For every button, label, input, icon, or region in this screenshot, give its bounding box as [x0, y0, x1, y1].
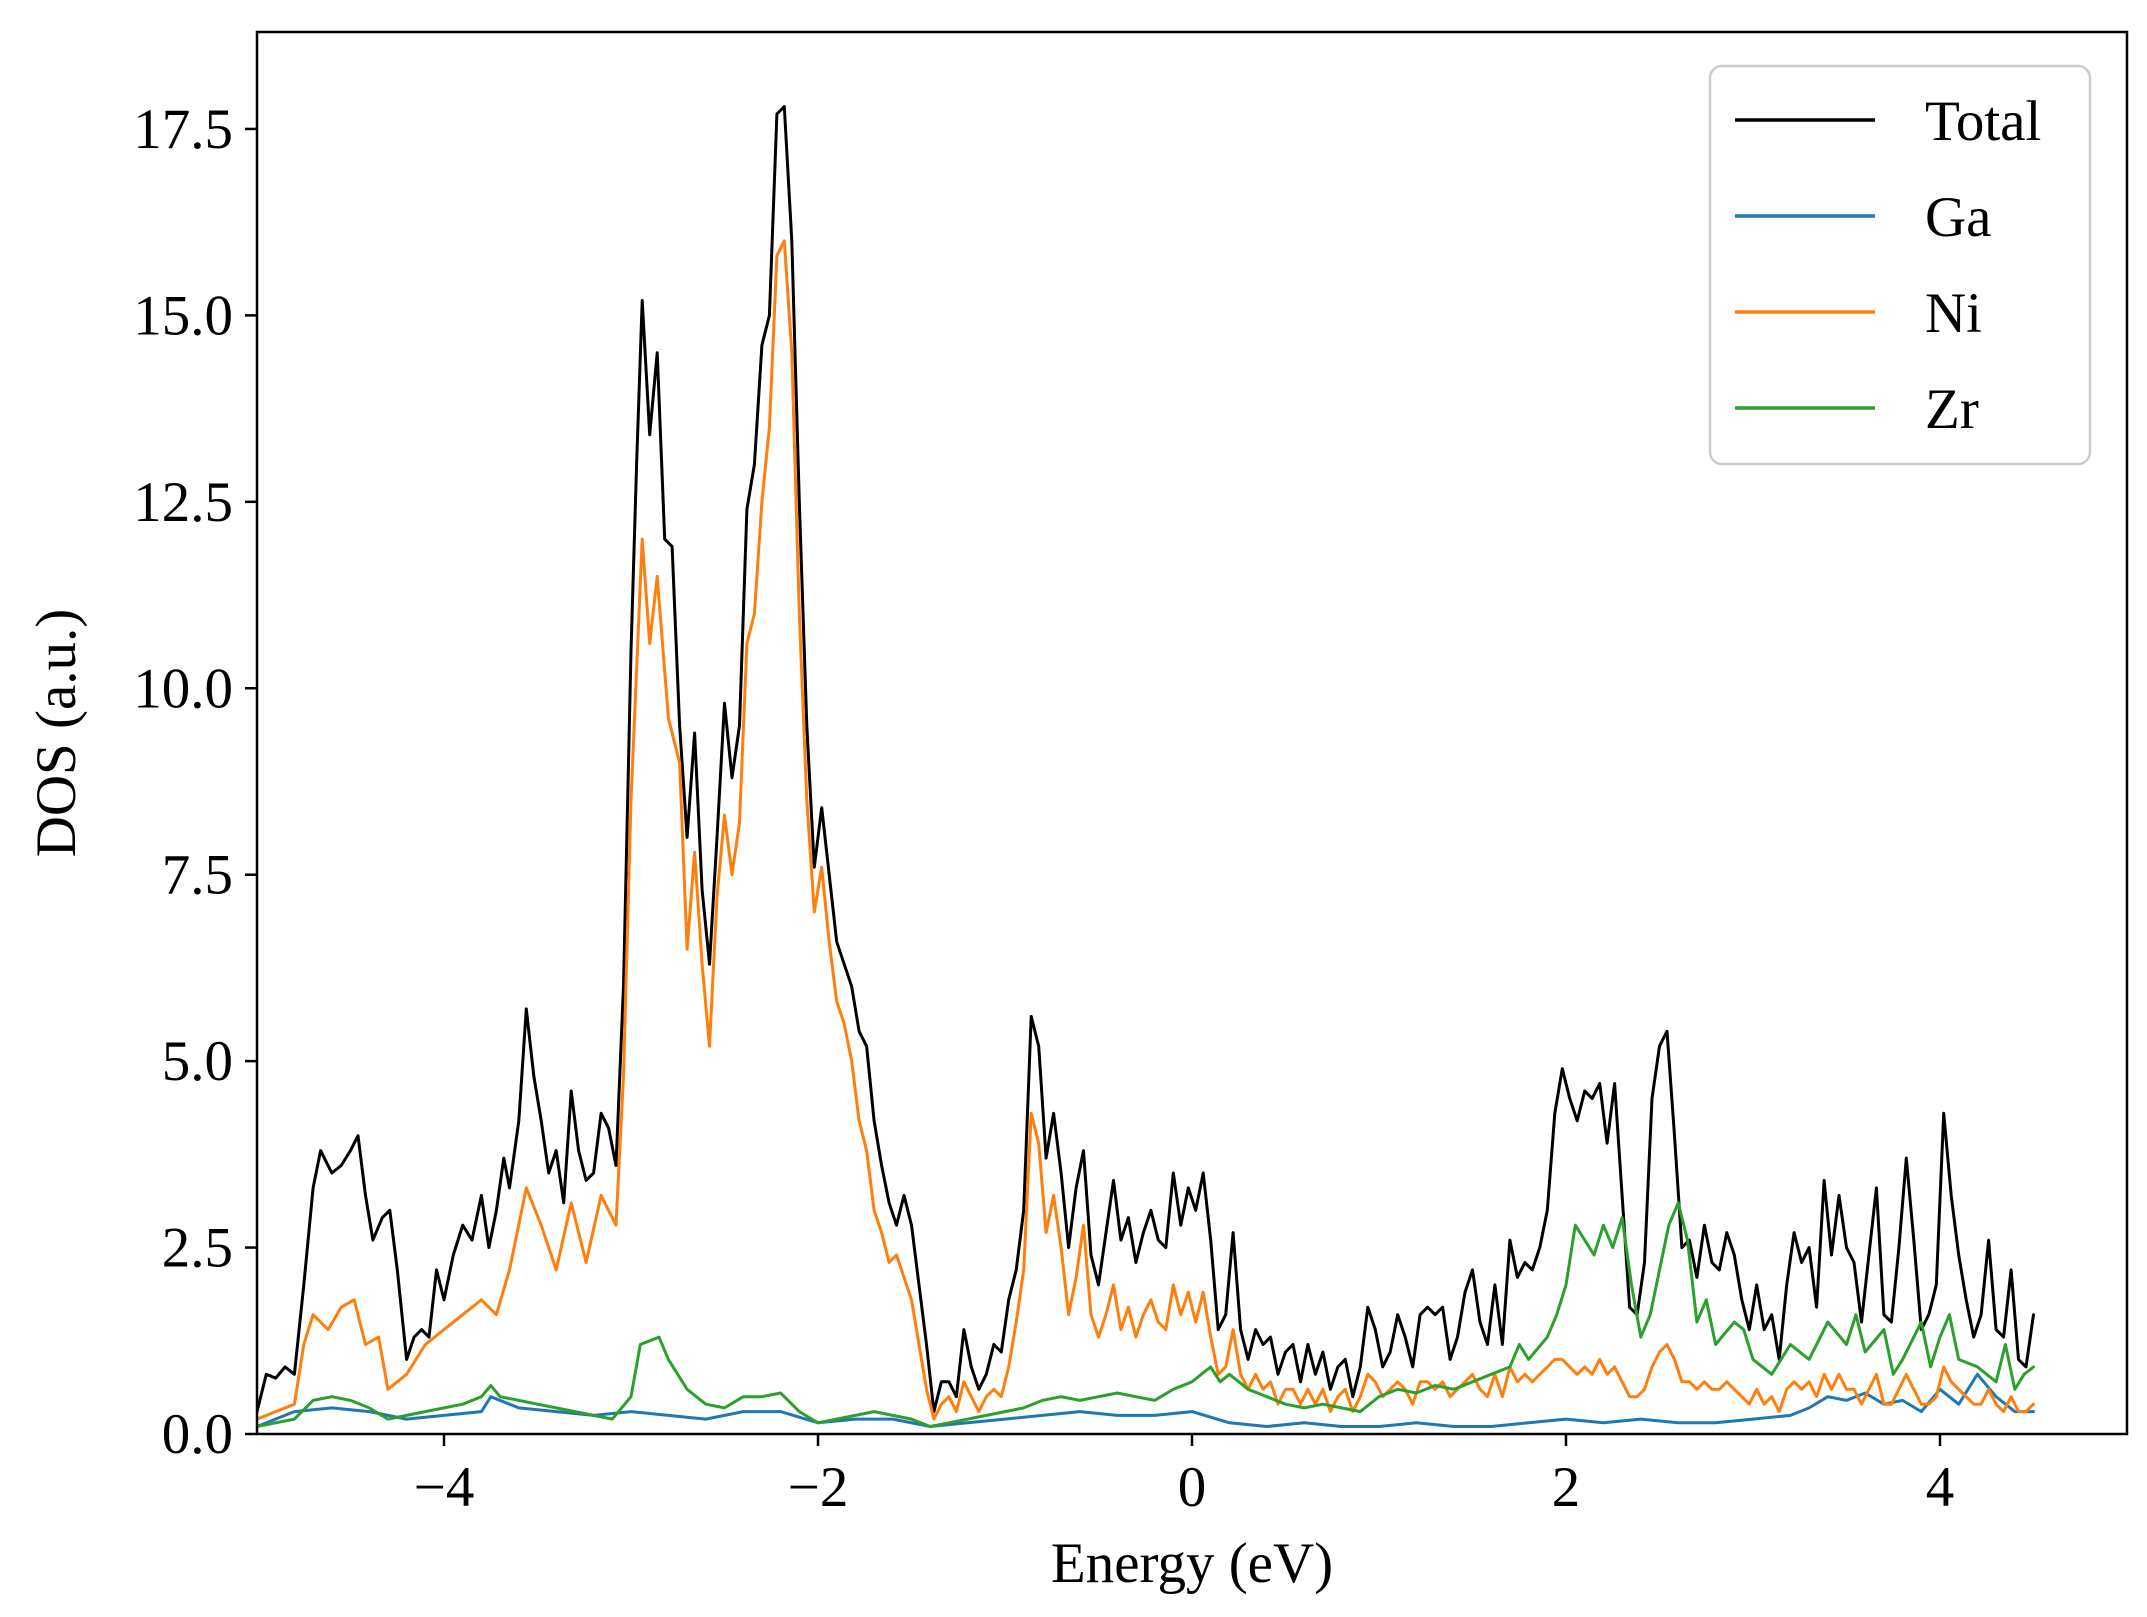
x-tick-label: −2	[788, 1456, 849, 1519]
y-tick-label: 15.0	[133, 284, 233, 347]
y-axis-label: DOS (a.u.)	[25, 609, 88, 858]
y-tick-label: 5.0	[162, 1030, 233, 1093]
series-line-ga	[257, 1372, 2035, 1428]
series-line-zr	[257, 1201, 2035, 1428]
y-tick-label: 12.5	[133, 471, 233, 534]
x-axis-label: Energy (eV)	[1051, 1532, 1333, 1595]
series-line-ni	[257, 239, 2035, 1421]
legend-label-ni: Ni	[1925, 282, 1982, 345]
y-tick-label: 0.0	[162, 1403, 233, 1466]
x-axis: −4 −2 0 2 4	[414, 1434, 1955, 1519]
y-tick-label: 10.0	[133, 657, 233, 720]
legend-label-zr: Zr	[1925, 378, 1979, 441]
series-line-total	[257, 105, 2035, 1414]
x-tick-label: −4	[414, 1456, 475, 1519]
x-tick-label: 4	[1926, 1456, 1955, 1519]
y-tick-label: 2.5	[162, 1217, 233, 1280]
y-tick-label: 17.5	[133, 98, 233, 161]
legend-label-total: Total	[1925, 90, 2041, 153]
legend: Total Ga Ni Zr	[1708, 64, 2092, 466]
series-layer	[257, 105, 2035, 1428]
x-tick-label: 0	[1178, 1456, 1207, 1519]
y-tick-label: 7.5	[162, 844, 233, 907]
x-tick-label: 2	[1552, 1456, 1581, 1519]
y-axis: 0.0 2.5 5.0 7.5 10.0 12.5 15.0 17.5	[133, 98, 257, 1466]
legend-box	[1708, 64, 2092, 466]
legend-label-ga: Ga	[1925, 186, 1991, 249]
